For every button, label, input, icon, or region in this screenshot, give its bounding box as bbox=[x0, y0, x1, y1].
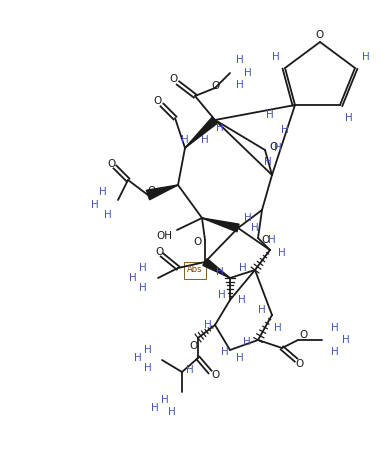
Text: H: H bbox=[204, 320, 212, 330]
Text: H: H bbox=[129, 273, 137, 283]
Text: H: H bbox=[181, 135, 189, 145]
Text: H: H bbox=[144, 345, 152, 355]
Text: H: H bbox=[258, 305, 266, 315]
Text: H: H bbox=[236, 80, 244, 90]
Text: H: H bbox=[362, 52, 370, 62]
Text: H: H bbox=[236, 55, 244, 65]
Text: H: H bbox=[91, 200, 99, 210]
Text: H: H bbox=[139, 263, 147, 273]
Text: H: H bbox=[331, 347, 339, 357]
Text: H: H bbox=[186, 365, 194, 375]
Text: O: O bbox=[107, 159, 115, 169]
Polygon shape bbox=[203, 259, 230, 278]
Text: O: O bbox=[262, 235, 270, 245]
Text: H: H bbox=[99, 187, 107, 197]
Text: Abs: Abs bbox=[187, 266, 203, 274]
Text: H: H bbox=[274, 143, 282, 153]
Text: O: O bbox=[269, 142, 277, 152]
Text: H: H bbox=[151, 403, 159, 413]
Text: O: O bbox=[299, 330, 307, 340]
Text: H: H bbox=[268, 235, 276, 245]
Text: H: H bbox=[168, 407, 176, 417]
Text: H: H bbox=[216, 123, 224, 133]
Text: H: H bbox=[216, 267, 224, 277]
Text: O: O bbox=[316, 30, 324, 40]
Text: O: O bbox=[296, 359, 304, 369]
Text: O: O bbox=[170, 74, 178, 84]
Text: H: H bbox=[161, 395, 169, 405]
Text: H: H bbox=[281, 125, 289, 135]
Polygon shape bbox=[202, 218, 239, 232]
Text: H: H bbox=[274, 323, 282, 333]
Text: O: O bbox=[189, 341, 197, 351]
Text: H: H bbox=[342, 335, 350, 345]
Text: H: H bbox=[331, 323, 339, 333]
Text: H: H bbox=[243, 337, 251, 347]
Text: H: H bbox=[144, 363, 152, 373]
Polygon shape bbox=[146, 185, 178, 200]
Text: H: H bbox=[238, 295, 246, 305]
Text: H: H bbox=[236, 353, 244, 363]
Text: H: H bbox=[251, 223, 259, 233]
Text: H: H bbox=[139, 283, 147, 293]
Text: O: O bbox=[211, 81, 219, 91]
Polygon shape bbox=[185, 117, 218, 148]
Text: H: H bbox=[218, 290, 226, 300]
Text: H: H bbox=[244, 213, 252, 223]
Text: H: H bbox=[272, 52, 280, 62]
Text: H: H bbox=[278, 248, 286, 258]
Text: H: H bbox=[239, 263, 247, 273]
Text: O: O bbox=[148, 186, 156, 196]
Text: H: H bbox=[201, 135, 209, 145]
Text: H: H bbox=[244, 68, 252, 78]
Text: O: O bbox=[153, 96, 161, 106]
Text: O: O bbox=[193, 237, 201, 247]
Text: H: H bbox=[345, 113, 353, 123]
Text: O: O bbox=[155, 247, 163, 257]
Text: OH: OH bbox=[156, 231, 172, 241]
Text: H: H bbox=[134, 353, 142, 363]
Text: O: O bbox=[211, 370, 219, 380]
Text: H: H bbox=[266, 110, 274, 120]
Text: H: H bbox=[264, 157, 272, 167]
Text: H: H bbox=[221, 347, 229, 357]
Text: H: H bbox=[104, 210, 112, 220]
